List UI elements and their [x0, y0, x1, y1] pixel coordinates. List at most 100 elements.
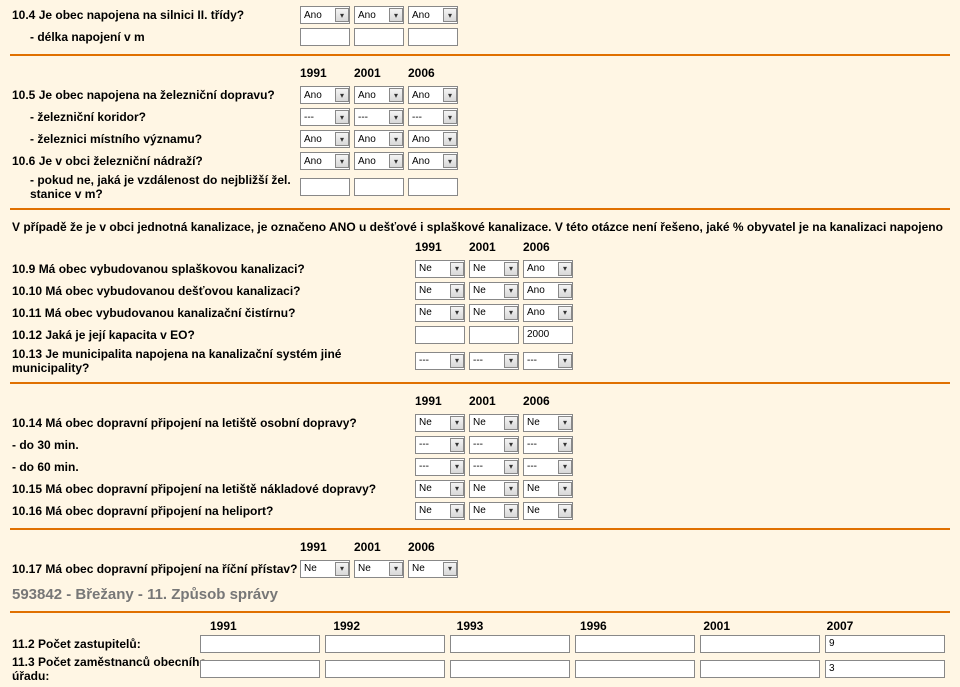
input-11-3-1991[interactable]: [200, 660, 320, 678]
dd-10-5b-1991[interactable]: Ano▾: [300, 130, 350, 148]
dd-10-17-1991[interactable]: Ne▾: [300, 560, 350, 578]
dd-10-6-2001[interactable]: Ano▾: [354, 152, 404, 170]
input-10-6-2001[interactable]: [354, 178, 404, 196]
dd-10-14-1991[interactable]: Ne▾: [415, 414, 465, 432]
dd-10-17-2006[interactable]: Ne▾: [408, 560, 458, 578]
year-col: 2006: [408, 66, 458, 80]
divider: [10, 382, 950, 384]
dd-10-5a-2001[interactable]: ---▾: [354, 108, 404, 126]
dd-10-14-2006[interactable]: Ne▾: [523, 414, 573, 432]
input-11-2-2001[interactable]: [700, 635, 820, 653]
chevron-down-icon: ▾: [504, 354, 518, 368]
dd-10-14b-1991[interactable]: ---▾: [415, 458, 465, 476]
year-header-2: 1991 2001 2006: [10, 236, 950, 258]
input-11-2-1992[interactable]: [325, 635, 445, 653]
label-10-4-sub: - délka napojení v m: [10, 30, 300, 44]
dd-10-11-2001[interactable]: Ne▾: [469, 304, 519, 322]
dd-10-5a-1991[interactable]: ---▾: [300, 108, 350, 126]
row-10-17: 10.17 Má obec dopravní připojení na říčn…: [10, 558, 950, 580]
chevron-down-icon: ▾: [504, 438, 518, 452]
year-col: 1991: [300, 66, 350, 80]
dd-10-14a-1991[interactable]: ---▾: [415, 436, 465, 454]
year-col: 2006: [523, 240, 573, 254]
dd-10-10-2001[interactable]: Ne▾: [469, 282, 519, 300]
chevron-down-icon: ▾: [389, 8, 403, 22]
input-11-2-1991[interactable]: [200, 635, 320, 653]
dd-10-14b-2006[interactable]: ---▾: [523, 458, 573, 476]
dd-10-15-2006[interactable]: Ne▾: [523, 480, 573, 498]
dd-10-11-1991[interactable]: Ne▾: [415, 304, 465, 322]
chevron-down-icon: ▾: [389, 88, 403, 102]
dd-10-14a-2006[interactable]: ---▾: [523, 436, 573, 454]
dd-10-14b-2001[interactable]: ---▾: [469, 458, 519, 476]
input-11-2-2007[interactable]: 9: [825, 635, 945, 653]
chevron-down-icon: ▾: [450, 460, 464, 474]
year-col: 1991: [415, 394, 465, 408]
input-11-3-1996[interactable]: [575, 660, 695, 678]
chevron-down-icon: ▾: [389, 132, 403, 146]
year-col: 1993: [457, 619, 580, 633]
chevron-down-icon: ▾: [389, 562, 403, 576]
input-11-3-2001[interactable]: [700, 660, 820, 678]
dd-10-4-1991[interactable]: Ano▾: [300, 6, 350, 24]
dd-10-9-1991[interactable]: Ne▾: [415, 260, 465, 278]
dd-10-15-2001[interactable]: Ne▾: [469, 480, 519, 498]
dd-10-17-2001[interactable]: Ne▾: [354, 560, 404, 578]
chevron-down-icon: ▾: [450, 504, 464, 518]
input-11-2-1993[interactable]: [450, 635, 570, 653]
year-col: 2007: [827, 619, 950, 633]
input-11-3-1992[interactable]: [325, 660, 445, 678]
input-11-3-2007[interactable]: 3: [825, 660, 945, 678]
year-col: 2001: [354, 66, 404, 80]
dd-10-4-2001[interactable]: Ano▾: [354, 6, 404, 24]
input-11-2-1996[interactable]: [575, 635, 695, 653]
input-10-4-2001[interactable]: [354, 28, 404, 46]
dd-10-14-2001[interactable]: Ne▾: [469, 414, 519, 432]
dd-10-16-2006[interactable]: Ne▾: [523, 502, 573, 520]
input-10-12-2006[interactable]: 2000: [523, 326, 573, 344]
dd-10-9-2001[interactable]: Ne▾: [469, 260, 519, 278]
dd-10-16-1991[interactable]: Ne▾: [415, 502, 465, 520]
row-10-9: 10.9 Má obec vybudovanou splaškovou kana…: [10, 258, 950, 280]
input-10-4-2006[interactable]: [408, 28, 458, 46]
dd-10-10-1991[interactable]: Ne▾: [415, 282, 465, 300]
chevron-down-icon: ▾: [443, 132, 457, 146]
dd-10-13-2006[interactable]: ---▾: [523, 352, 573, 370]
chevron-down-icon: ▾: [450, 354, 464, 368]
input-10-6-1991[interactable]: [300, 178, 350, 196]
dd-10-13-1991[interactable]: ---▾: [415, 352, 465, 370]
dd-10-11-2006[interactable]: Ano▾: [523, 304, 573, 322]
dd-10-6-2006[interactable]: Ano▾: [408, 152, 458, 170]
year-col: 2001: [354, 540, 404, 554]
dd-10-9-2006[interactable]: Ano▾: [523, 260, 573, 278]
chevron-down-icon: ▾: [504, 460, 518, 474]
dd-10-15-1991[interactable]: Ne▾: [415, 480, 465, 498]
year-col: 2001: [703, 619, 826, 633]
input-10-6-2006[interactable]: [408, 178, 458, 196]
year-col: 1996: [580, 619, 703, 633]
dd-10-5-1991[interactable]: Ano▾: [300, 86, 350, 104]
dd-10-5-2001[interactable]: Ano▾: [354, 86, 404, 104]
dd-10-5b-2006[interactable]: Ano▾: [408, 130, 458, 148]
year-col: 1991: [210, 619, 333, 633]
dd-10-5a-2006[interactable]: ---▾: [408, 108, 458, 126]
dd-10-5b-2001[interactable]: Ano▾: [354, 130, 404, 148]
input-10-12-2001[interactable]: [469, 326, 519, 344]
dd-10-5-2006[interactable]: Ano▾: [408, 86, 458, 104]
input-10-4-1991[interactable]: [300, 28, 350, 46]
dd-10-6-1991[interactable]: Ano▾: [300, 152, 350, 170]
dd-10-4-2006[interactable]: Ano▾: [408, 6, 458, 24]
input-10-12-1991[interactable]: [415, 326, 465, 344]
row-11-2: 11.2 Počet zastupitelů: 9: [10, 633, 950, 655]
dd-10-10-2006[interactable]: Ano▾: [523, 282, 573, 300]
input-11-3-1993[interactable]: [450, 660, 570, 678]
chevron-down-icon: ▾: [335, 88, 349, 102]
row-10-12: 10.12 Jaká je její kapacita v EO? 2000: [10, 324, 950, 346]
dd-10-14a-2001[interactable]: ---▾: [469, 436, 519, 454]
year-header-5: 1991 1992 1993 1996 2001 2007: [10, 619, 950, 633]
dd-10-13-2001[interactable]: ---▾: [469, 352, 519, 370]
row-10-4: 10.4 Je obec napojena na silnici II. tří…: [10, 4, 950, 26]
year-col: 2006: [523, 394, 573, 408]
chevron-down-icon: ▾: [450, 262, 464, 276]
dd-10-16-2001[interactable]: Ne▾: [469, 502, 519, 520]
